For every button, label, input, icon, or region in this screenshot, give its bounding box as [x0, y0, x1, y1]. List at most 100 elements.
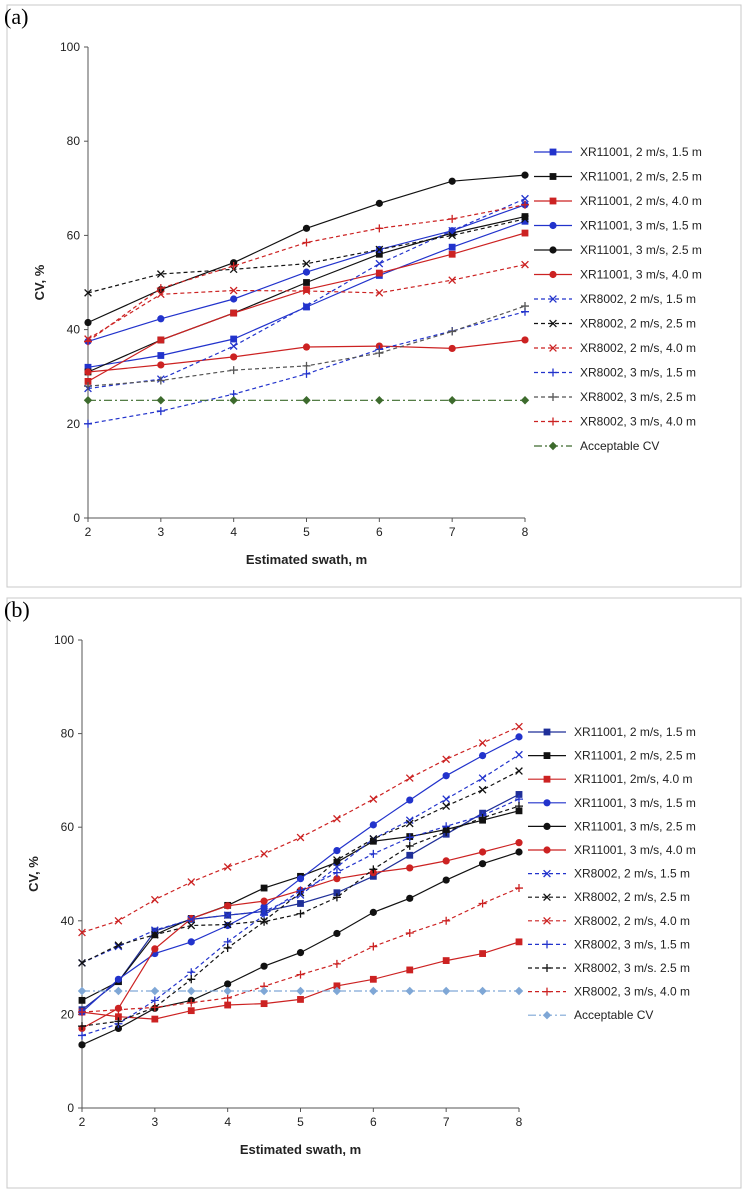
data-point: [150, 986, 160, 996]
panel-frame: [6, 597, 742, 1189]
data-point: [515, 722, 523, 731]
data-point: [229, 396, 238, 405]
data-point: [515, 839, 523, 847]
data-point: [260, 903, 268, 911]
x-tick-label: 3: [157, 525, 164, 539]
data-point: [515, 848, 523, 856]
panel-frame: [6, 4, 742, 588]
data-point: [369, 865, 378, 874]
data-point: [332, 868, 341, 877]
x-tick-label: 8: [516, 1115, 523, 1129]
legend-marker: [548, 441, 558, 451]
data-point: [369, 795, 378, 803]
data-point: [302, 361, 311, 370]
data-point: [369, 975, 377, 983]
legend-entry: XR8002, 2 m/s, 4.0 m: [534, 341, 696, 355]
data-point: [369, 849, 378, 858]
data-point: [150, 1003, 159, 1012]
legend-marker: [549, 270, 557, 279]
data-point: [333, 863, 341, 871]
data-point: [229, 286, 238, 295]
data-point: [151, 945, 159, 953]
data-point: [114, 1024, 123, 1033]
data-point: [157, 361, 165, 369]
data-point: [441, 986, 451, 996]
y-tick-label: 60: [61, 820, 75, 834]
legend-label: XR11001, 2 m/s, 2.5 m: [574, 749, 696, 763]
data-point: [405, 986, 414, 996]
data-point: [83, 396, 93, 405]
data-point: [187, 915, 196, 924]
series-11: [84, 200, 529, 346]
x-tick-label: 4: [230, 525, 237, 539]
data-point: [369, 942, 378, 951]
legend-entry: XR8002, 3 m/s, 4.0 m: [528, 985, 690, 999]
legend-marker: [543, 799, 551, 807]
legend-label: XR8002, 3 m/s, 1.5 m: [574, 937, 690, 951]
data-point: [521, 200, 529, 209]
legend-marker: [549, 295, 557, 303]
data-point: [333, 875, 341, 883]
data-point: [260, 917, 269, 926]
data-point: [260, 1000, 268, 1008]
x-tick-label: 2: [85, 525, 92, 539]
legend-entry: XR8002, 2 m/s, 4.0 m: [528, 914, 690, 928]
panel-label: (a): [4, 4, 28, 29]
legend-marker: [549, 221, 557, 230]
data-point: [187, 914, 195, 923]
data-point: [156, 376, 165, 385]
x-tick-label: 3: [151, 1115, 158, 1129]
legend-label: XR8002, 3 m/s, 4.0 m: [574, 985, 690, 999]
data-point: [157, 352, 165, 359]
legend-marker: [549, 344, 557, 352]
data-point: [478, 899, 487, 908]
legend-marker: [549, 148, 557, 156]
data-point: [369, 908, 377, 916]
legend-label: XR11001, 3 m/s, 4.0 m: [574, 843, 696, 857]
data-point: [150, 895, 159, 904]
data-point: [296, 970, 305, 979]
data-point: [84, 382, 92, 391]
data-point: [448, 276, 457, 285]
data-point: [223, 994, 232, 1003]
data-point: [521, 215, 529, 223]
data-point: [405, 816, 414, 825]
data-point: [333, 814, 341, 823]
data-point: [230, 353, 238, 361]
data-point: [84, 363, 92, 371]
legend-marker: [549, 197, 557, 205]
data-point: [302, 396, 311, 405]
legend-entry: XR8002, 2 m/s, 1.5 m: [534, 292, 696, 306]
panel-label: (b): [4, 597, 30, 622]
data-point: [405, 928, 414, 937]
y-axis-title: CV, %: [32, 264, 47, 300]
data-point: [150, 930, 159, 939]
legend-entry: XR8002, 3 m/s, 2.5 m: [534, 390, 696, 404]
data-point: [442, 957, 450, 964]
data-point: [114, 1017, 123, 1026]
data-point: [260, 962, 268, 970]
data-point: [223, 863, 232, 871]
legend-label: XR11001, 2 m/s, 1.5 m: [580, 145, 702, 159]
legend-entry: XR8002, 3 m/s, 1.5 m: [534, 366, 696, 380]
legend-entry: XR8002, 3 m/s, 4.0 m: [534, 415, 696, 429]
data-point: [375, 224, 384, 233]
legend-entry: XR8002, 2 m/s, 2.5 m: [528, 890, 690, 904]
data-point: [375, 289, 384, 297]
legend-entry: XR11001, 2m/s, 4.0 m: [528, 772, 693, 786]
data-point: [296, 949, 305, 957]
legend-label: XR11001, 3 m/s, 2.5 m: [574, 819, 696, 833]
data-point: [515, 802, 523, 811]
data-point: [224, 902, 232, 910]
data-point: [302, 287, 311, 295]
data-point: [448, 250, 456, 258]
legend-label: Acceptable CV: [574, 1008, 653, 1022]
data-point: [515, 795, 523, 804]
y-tick-label: 40: [61, 914, 75, 928]
data-point: [442, 755, 451, 764]
data-point: [405, 841, 414, 850]
legend-label: XR8002, 3 m/s, 1.5 m: [580, 366, 696, 380]
y-tick-label: 40: [67, 323, 81, 337]
data-point: [369, 986, 378, 996]
data-point: [223, 920, 232, 929]
